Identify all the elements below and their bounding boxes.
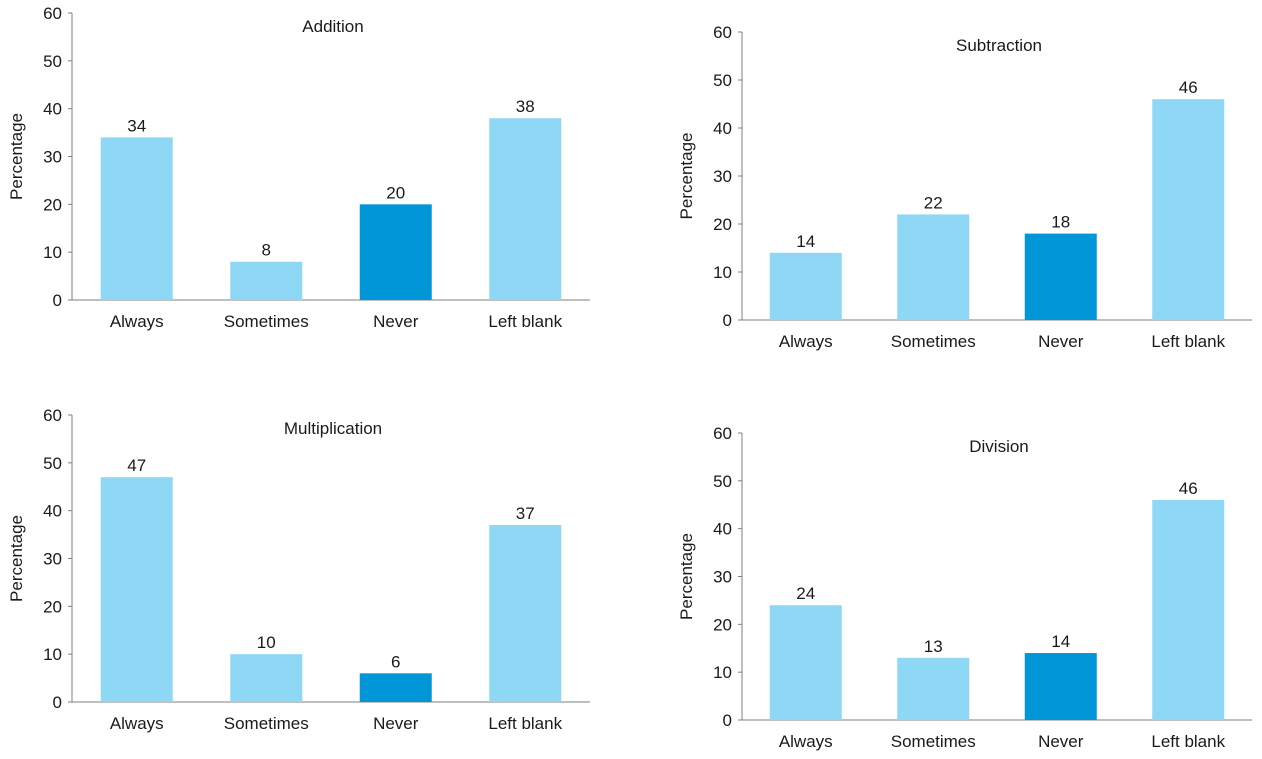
chart-3-data-label: 13 [924,637,943,656]
chart-0-bar-0 [100,137,173,300]
chart-2-bar-0 [100,477,173,702]
chart-1-data-label: 46 [1179,78,1198,97]
chart-2-y-tick-label: 20 [43,597,62,616]
chart-3-category-label: Left blank [1151,732,1225,751]
chart-3-y-tick-label: 40 [713,520,732,539]
chart-2-data-label: 37 [516,504,535,523]
chart-1-y-tick-label: 10 [713,263,732,282]
chart-0-y-tick-label: 50 [43,52,62,71]
chart-0-y-tick-label: 60 [43,4,62,23]
chart-2-bar-1 [230,654,303,702]
chart-1-y-tick-label: 50 [713,71,732,90]
subtraction-chart: 0 10 20 30 40 50 60 Percentage Subtraction 14 Alwa… [677,23,1252,351]
chart-0-title: Addition [302,17,363,36]
chart-1-category-label: Always [779,332,833,351]
chart-2-y-tick-label: 60 [43,406,62,425]
chart-0-category-label: Sometimes [224,312,309,331]
chart-0-category-label: Never [373,312,419,331]
chart-3-bar-1 [897,657,970,720]
chart-1-data-label: 14 [796,232,815,251]
chart-2-y-tick-label: 50 [43,454,62,473]
chart-2-title: Multiplication [284,419,382,438]
chart-3-bar-2 [1024,653,1097,720]
chart-1-category-label: Left blank [1151,332,1225,351]
chart-3-y-tick-label: 50 [713,472,732,491]
chart-1-data-label: 22 [924,193,943,212]
chart-3-data-label: 14 [1051,632,1070,651]
chart-1-y-tick-label: 40 [713,119,732,138]
chart-0-y-tick-label: 20 [43,195,62,214]
multiplication-chart: 0 10 20 30 40 50 60 Percentage Multiplication 47 A… [7,406,590,733]
chart-0-y-tick-label: 40 [43,100,62,119]
chart-3-y-tick-label: 30 [713,568,732,587]
chart-0-bar-1 [230,261,303,300]
chart-2-bar-2 [359,673,432,702]
chart-1-bar-1 [897,214,970,320]
chart-2-category-label: Never [373,714,419,733]
chart-1-y-tick-label: 0 [723,311,732,330]
chart-3-bar-3 [1152,499,1225,720]
chart-3-y-tick-label: 20 [713,615,732,634]
chart-1-bar-3 [1152,99,1225,320]
chart-1-y-axis-label: Percentage [677,133,696,220]
chart-2-y-axis-label: Percentage [7,515,26,602]
chart-2-data-label: 47 [127,456,146,475]
chart-1-bar-2 [1024,233,1097,320]
chart-0-category-label: Always [110,312,164,331]
addition-chart: 0 10 20 30 40 50 60 Percentage Addition 34 Always 8… [7,4,590,331]
chart-3-y-tick-label: 60 [713,424,732,443]
chart-3-data-label: 46 [1179,479,1198,498]
chart-3-y-tick-label: 10 [713,663,732,682]
chart-2-y-tick-label: 30 [43,550,62,569]
chart-3-category-label: Sometimes [891,732,976,751]
chart-2-category-label: Left blank [488,714,562,733]
chart-1-y-tick-label: 30 [713,167,732,186]
chart-2-y-tick-label: 0 [53,693,62,712]
chart-0-data-label: 38 [516,97,535,116]
chart-0-data-label: 20 [386,183,405,202]
chart-0-bar-3 [489,118,562,300]
chart-0-y-tick-label: 0 [53,291,62,310]
chart-2-data-label: 10 [257,633,276,652]
chart-3-y-axis-label: Percentage [677,533,696,620]
chart-3-category-label: Always [779,732,833,751]
chart-2-y-tick-label: 40 [43,502,62,521]
chart-1-category-label: Never [1038,332,1084,351]
chart-0-bar-2 [359,204,432,300]
chart-0-data-label: 8 [262,241,271,260]
chart-1-bar-0 [769,252,842,320]
chart-3-bar-0 [769,605,842,720]
chart-2-bar-3 [489,525,562,702]
chart-0-data-label: 34 [127,116,146,135]
chart-1-y-tick-label: 20 [713,215,732,234]
chart-3-category-label: Never [1038,732,1084,751]
chart-1-category-label: Sometimes [891,332,976,351]
chart-0-y-axis-label: Percentage [7,113,26,200]
division-chart: 0 10 20 30 40 50 60 Percentage Division 24 Always 1… [677,424,1252,751]
chart-1-y-tick-label: 60 [713,23,732,42]
chart-3-data-label: 24 [796,584,815,603]
chart-0-y-tick-label: 10 [43,243,62,262]
chart-2-data-label: 6 [391,652,400,671]
chart-3-title: Division [969,437,1029,456]
chart-2-y-tick-label: 10 [43,645,62,664]
chart-1-data-label: 18 [1051,213,1070,232]
chart-1-title: Subtraction [956,36,1042,55]
chart-2-category-label: Sometimes [224,714,309,733]
chart-0-y-tick-label: 30 [43,148,62,167]
chart-0-category-label: Left blank [488,312,562,331]
chart-3-y-tick-label: 0 [723,711,732,730]
chart-2-category-label: Always [110,714,164,733]
